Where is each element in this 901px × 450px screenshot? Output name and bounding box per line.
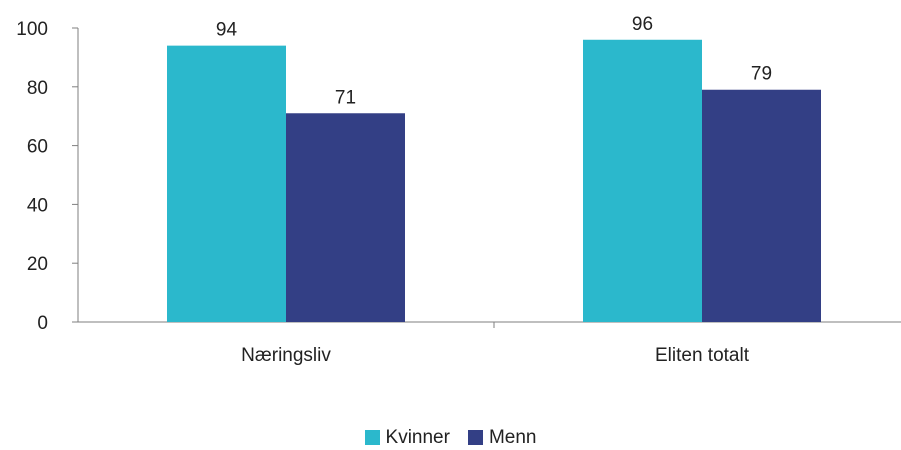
data-labels: 94 71 96 79 bbox=[216, 14, 772, 109]
y-tick-label: 0 bbox=[37, 313, 48, 334]
bar-kvinner-0 bbox=[167, 45, 286, 322]
y-tick-label: 60 bbox=[27, 137, 48, 158]
data-label: 94 bbox=[216, 20, 238, 41]
bars bbox=[167, 39, 821, 323]
data-label: 71 bbox=[335, 87, 356, 108]
legend-swatch bbox=[467, 430, 483, 445]
x-category-label: Eliten totalt bbox=[655, 345, 750, 366]
legend-label: Menn bbox=[488, 427, 537, 448]
legend-label: Kvinner bbox=[385, 427, 450, 448]
y-tick-label: 80 bbox=[27, 78, 48, 99]
legend-item: Kvinner bbox=[364, 427, 450, 448]
bar-menn-0 bbox=[286, 113, 405, 322]
bar-kvinner-1 bbox=[583, 39, 702, 322]
y-tick-label: 100 bbox=[16, 19, 48, 40]
y-tick-label: 20 bbox=[27, 254, 48, 275]
y-tick-label: 40 bbox=[27, 195, 48, 216]
legend: Kvinner Menn bbox=[0, 428, 901, 447]
legend-swatch bbox=[364, 430, 380, 445]
x-axis: Næringsliv Eliten totalt bbox=[78, 321, 901, 366]
data-label: 96 bbox=[632, 14, 653, 35]
x-category-label: Næringsliv bbox=[241, 345, 331, 366]
y-axis: 0 20 40 60 80 100 bbox=[16, 19, 79, 334]
bar-menn-1 bbox=[702, 89, 821, 323]
data-label: 79 bbox=[751, 64, 772, 85]
legend-item: Menn bbox=[467, 427, 537, 448]
